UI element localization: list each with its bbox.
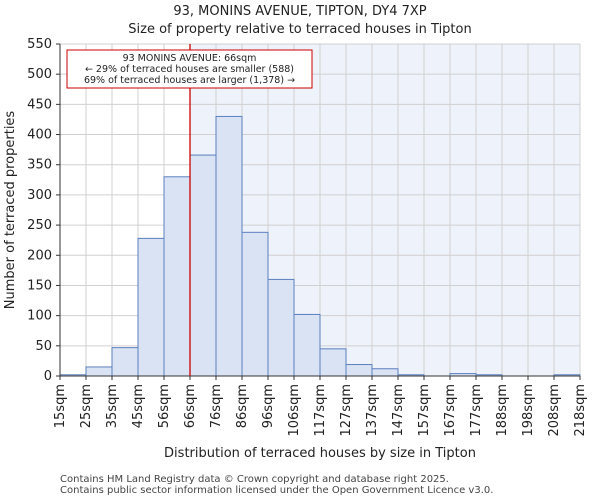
x-tick-label: 66sqm: [183, 384, 198, 428]
bar: [241, 231, 269, 377]
footer-line-2: Contains public sector information licen…: [60, 485, 494, 496]
annotation-line: ← 29% of terraced houses are smaller (58…: [85, 64, 294, 75]
x-tick-label: 177sqm: [469, 384, 484, 437]
y-tick-label: 50: [35, 339, 52, 354]
x-tick-label: 76sqm: [209, 384, 224, 428]
footer-line-1: Contains HM Land Registry data © Crown c…: [60, 474, 449, 485]
x-tick-label: 167sqm: [443, 384, 458, 437]
chart-title: 93, MONINS AVENUE, TIPTON, DY4 7XP: [173, 4, 427, 19]
bar: [215, 115, 243, 377]
y-tick-label: 150: [27, 278, 52, 293]
x-tick-label: 117sqm: [313, 384, 328, 437]
bar: [371, 368, 399, 377]
bar: [345, 364, 373, 377]
x-tick-label: 137sqm: [365, 384, 380, 437]
y-tick-label: 0: [44, 369, 52, 384]
x-tick-label: 35sqm: [105, 384, 120, 428]
bar: [319, 348, 347, 377]
x-tick-label: 106sqm: [287, 384, 302, 437]
y-tick-label: 550: [27, 37, 52, 52]
y-axis-label: Number of terraced properties: [3, 111, 18, 310]
y-tick-label: 500: [27, 67, 52, 82]
y-tick-label: 200: [27, 248, 52, 263]
x-tick-label: 188sqm: [495, 384, 510, 437]
y-tick-label: 300: [27, 188, 52, 203]
x-tick-label: 198sqm: [521, 384, 536, 437]
x-tick-label: 157sqm: [417, 384, 432, 437]
x-tick-label: 15sqm: [53, 384, 68, 428]
annotation-line: 93 MONINS AVENUE: 66sqm: [123, 53, 257, 64]
annotation-line: 69% of terraced houses are larger (1,378…: [84, 75, 295, 86]
x-tick-label: 147sqm: [391, 384, 406, 437]
x-tick-label: 208sqm: [547, 384, 562, 437]
x-axis-label: Distribution of terraced houses by size …: [164, 446, 476, 461]
x-tick-label: 45sqm: [131, 384, 146, 428]
bar: [267, 278, 295, 377]
x-tick-label: 218sqm: [573, 384, 588, 437]
bar: [85, 366, 113, 377]
annotation-box: [66, 49, 313, 89]
y-tick-label: 400: [27, 128, 52, 143]
bar: [111, 347, 139, 377]
y-tick-label: 250: [27, 218, 52, 233]
x-tick-label: 86sqm: [235, 384, 250, 428]
bar: [163, 176, 191, 377]
x-tick-label: 56sqm: [157, 384, 172, 428]
x-tick-label: 127sqm: [339, 384, 354, 437]
x-tick-label: 25sqm: [79, 384, 94, 428]
bar: [189, 154, 217, 377]
chart-subtitle: Size of property relative to terraced ho…: [128, 22, 472, 37]
x-tick-label: 96sqm: [261, 384, 276, 428]
y-tick-label: 350: [27, 158, 52, 173]
y-tick-label: 450: [27, 97, 52, 112]
y-tick-label: 100: [27, 309, 52, 324]
bar: [293, 313, 321, 377]
bar: [137, 237, 165, 377]
